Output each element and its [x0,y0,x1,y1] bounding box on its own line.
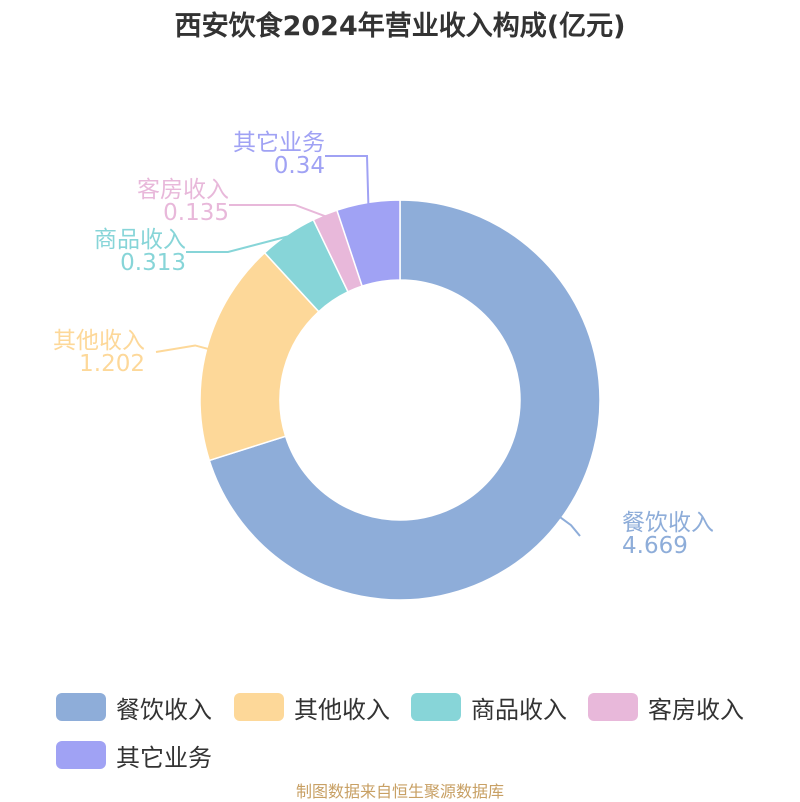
legend-label: 其它业务 [116,744,212,772]
leader-line-goods [186,235,290,253]
legend-swatch [411,693,461,721]
leader-line-other [155,344,209,353]
slice-label-name-goods: 商品收入 [94,227,186,253]
legend-swatch [588,693,638,721]
leader-line-dining [559,516,581,537]
slice-label-name-other: 其他收入 [53,328,145,354]
donut-slices [199,199,601,601]
legend-label: 客房收入 [648,696,744,724]
leader-line-rooms [229,204,327,218]
slice-label-name-other-business: 其它业务 [233,130,325,156]
slice-dining [208,199,601,601]
slice-label-value-other: 1.202 [79,351,145,377]
slice-other-business [335,199,401,288]
slice-label-name-dining: 餐饮收入 [622,510,714,536]
slice-label-value-rooms: 0.135 [163,200,229,226]
legend-label: 商品收入 [471,696,567,724]
legend-label: 餐饮收入 [116,696,212,724]
leader-line-other-business [325,155,370,205]
chart-title: 西安饮食2024年营业收入构成(亿元) [174,11,626,42]
source-note: 制图数据来自恒生聚源数据库 [295,782,504,801]
slice-label-value-dining: 4.669 [622,533,688,559]
slice-other [199,251,320,462]
slice-label-value-goods: 0.313 [120,250,186,276]
legend-swatch [56,741,106,769]
legend-swatch [234,693,284,721]
slice-label-name-rooms: 客房收入 [137,177,229,203]
legend-swatch [56,693,106,721]
legend-label: 其他收入 [294,696,390,724]
slice-label-value-other-business: 0.34 [274,153,325,179]
